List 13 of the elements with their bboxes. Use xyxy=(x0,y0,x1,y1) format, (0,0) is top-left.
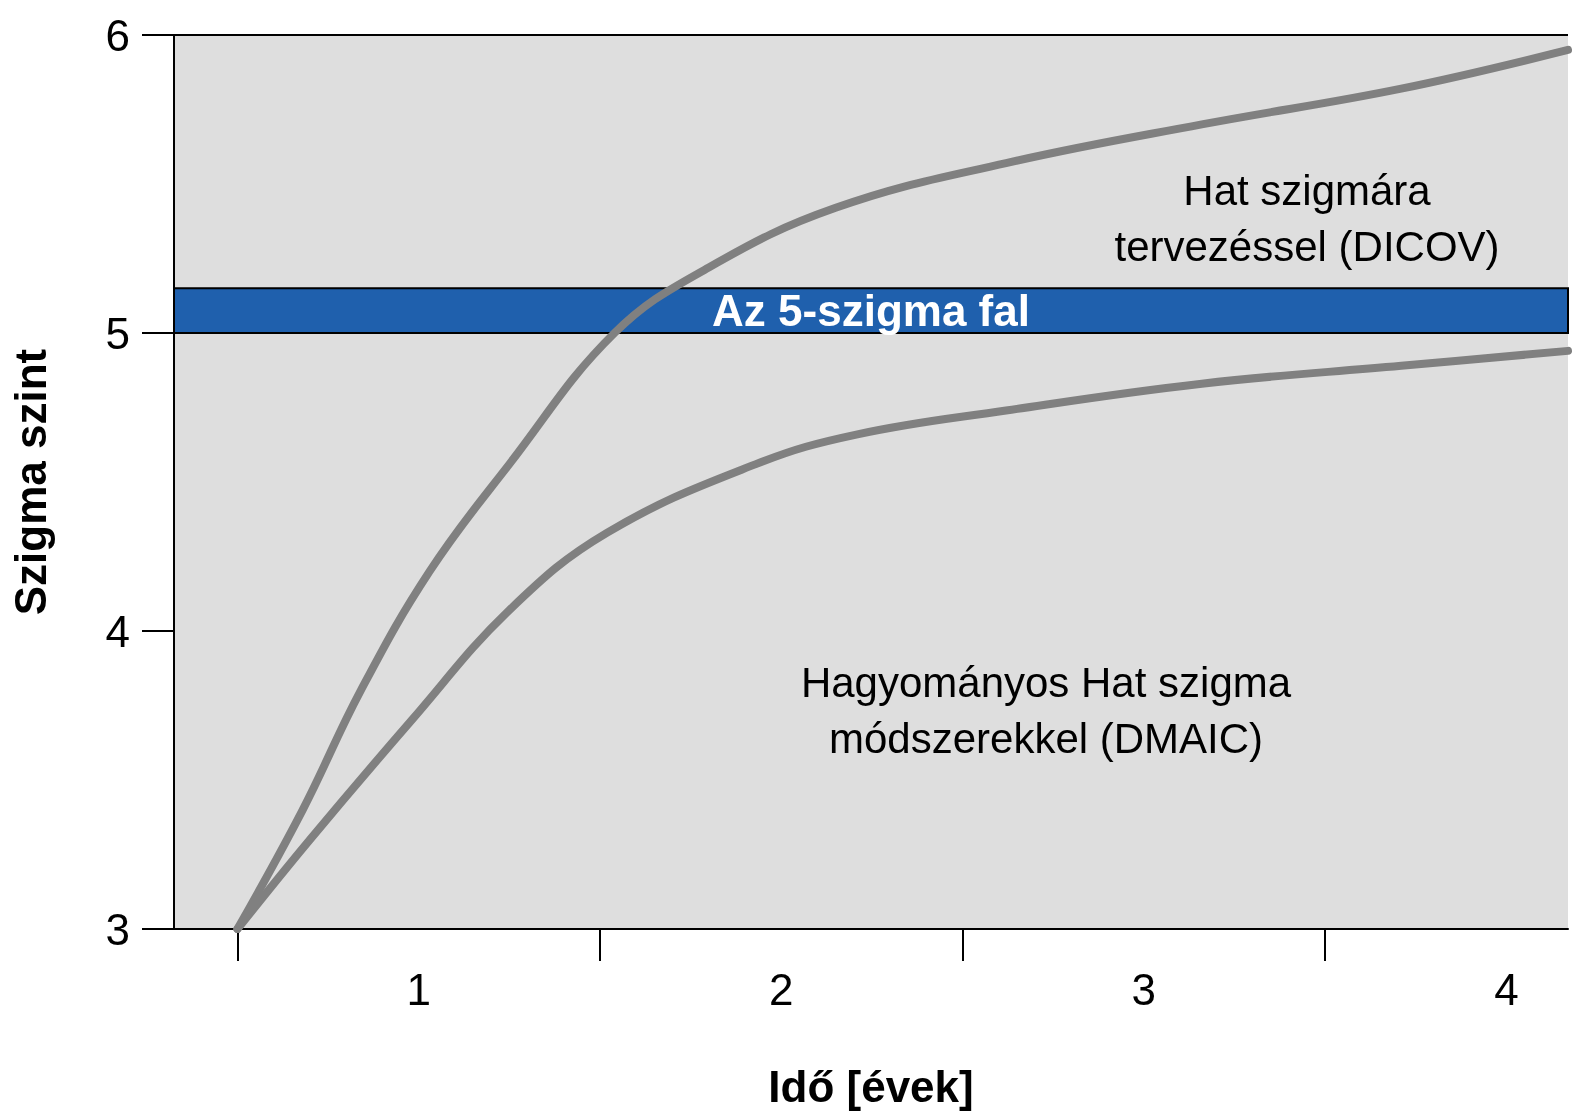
y-tick-label: 5 xyxy=(105,308,130,358)
x-tick-label: 3 xyxy=(1131,964,1157,1014)
y-axis-title: Szigma szint xyxy=(5,348,55,616)
y-tick-label: 4 xyxy=(105,606,130,656)
annotation: Hagyományos Hat szigma módszerekkel (DMAIC) xyxy=(800,658,1292,762)
x-tick-label: 1 xyxy=(406,964,431,1014)
band-label: Az 5-szigma fal xyxy=(712,286,1030,336)
y-tick-label: 3 xyxy=(105,904,130,954)
x-axis-title: Idő [évek] xyxy=(768,1061,974,1111)
x-tick-label: 2 xyxy=(769,964,794,1014)
y-tick-label: 6 xyxy=(105,10,130,60)
x-tick-label: 4 xyxy=(1494,964,1519,1014)
annotation: Hat szigmára tervezéssel (DICOV) xyxy=(1114,166,1500,270)
